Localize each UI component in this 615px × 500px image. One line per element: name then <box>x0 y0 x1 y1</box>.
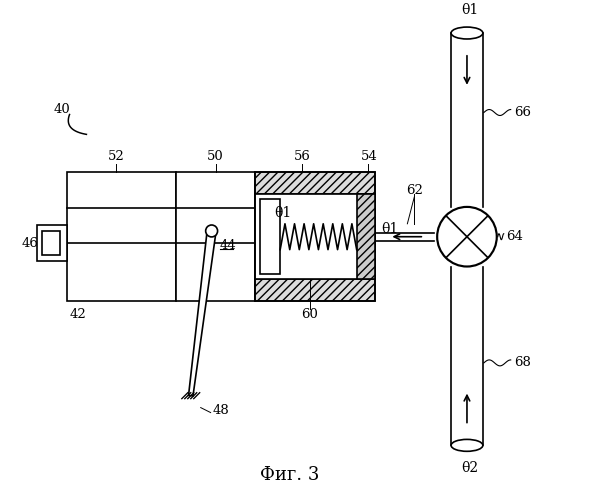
Polygon shape <box>189 230 216 396</box>
Text: 48: 48 <box>213 404 229 416</box>
Text: 44: 44 <box>220 239 236 252</box>
Bar <box>255 194 375 280</box>
Bar <box>255 280 375 301</box>
Circle shape <box>437 207 497 266</box>
Text: 52: 52 <box>108 150 125 163</box>
Ellipse shape <box>451 27 483 39</box>
Text: 62: 62 <box>406 184 423 197</box>
Bar <box>176 172 255 302</box>
Text: 42: 42 <box>69 308 86 321</box>
Circle shape <box>205 225 218 237</box>
Text: 40: 40 <box>54 102 70 116</box>
Text: 50: 50 <box>207 150 224 163</box>
Text: θ1: θ1 <box>381 222 398 235</box>
Bar <box>357 194 375 280</box>
Bar <box>255 172 375 302</box>
Text: 54: 54 <box>361 150 378 163</box>
Bar <box>260 199 280 274</box>
Ellipse shape <box>451 440 483 452</box>
Text: θ1: θ1 <box>461 3 478 17</box>
Bar <box>37 226 66 261</box>
Text: 64: 64 <box>506 230 523 243</box>
Text: 60: 60 <box>301 308 319 321</box>
Text: 68: 68 <box>514 356 531 370</box>
Text: 66: 66 <box>514 106 531 119</box>
Bar <box>255 172 375 194</box>
Bar <box>66 172 176 302</box>
Text: Фиг. 3: Фиг. 3 <box>260 466 320 484</box>
Text: 46: 46 <box>22 236 39 250</box>
Bar <box>42 231 60 255</box>
Text: θ1: θ1 <box>274 206 292 220</box>
Text: θ2: θ2 <box>461 462 478 475</box>
Text: 56: 56 <box>293 150 311 163</box>
